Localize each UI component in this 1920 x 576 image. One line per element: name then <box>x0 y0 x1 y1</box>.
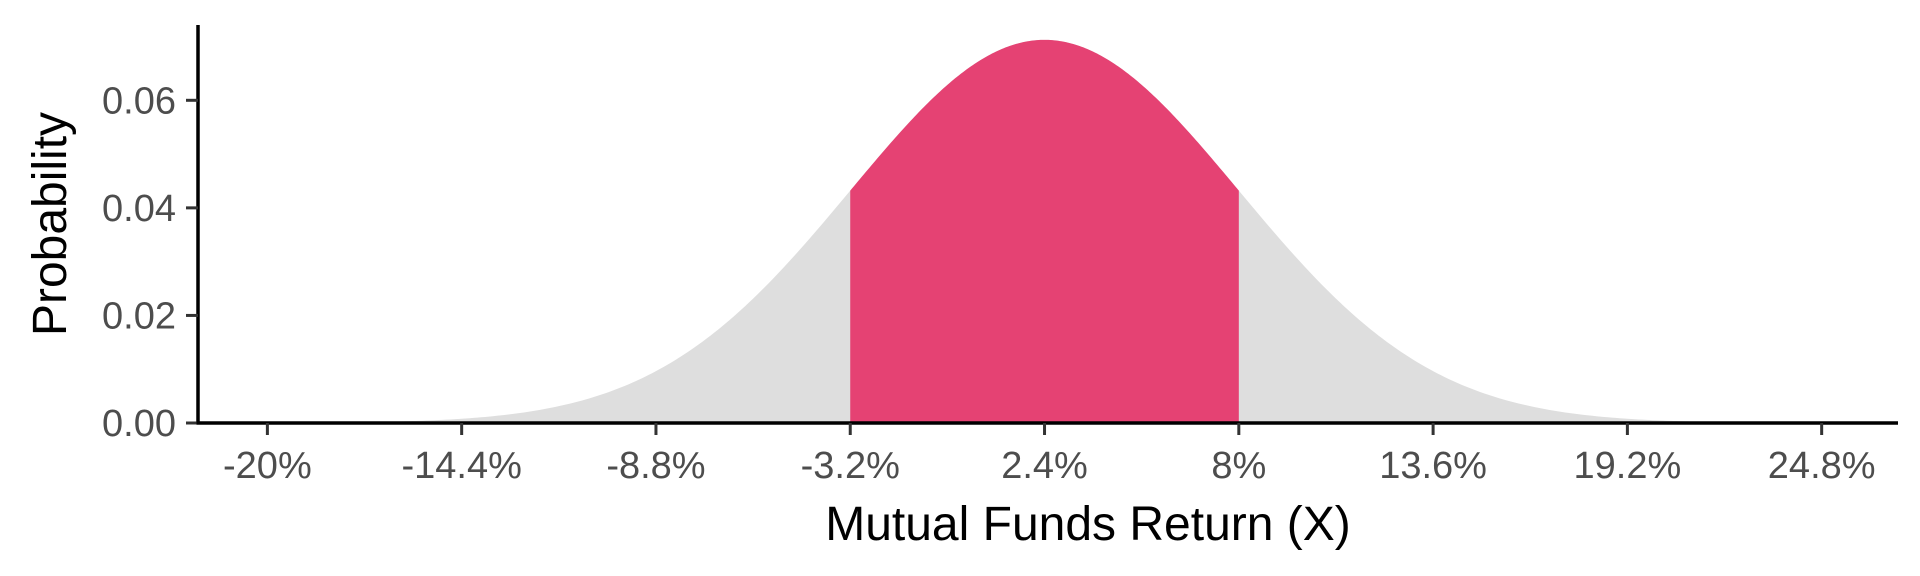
x-tick-label: 24.8% <box>1768 445 1876 487</box>
x-tick-label: 8% <box>1211 445 1266 487</box>
y-tick-label: 0.04 <box>102 188 176 230</box>
highlight-area <box>850 39 1239 423</box>
x-tick-label: 2.4% <box>1001 445 1088 487</box>
y-tick-label: 0.06 <box>102 80 176 122</box>
plot-area <box>267 39 1822 423</box>
y-tick-label: 0.02 <box>102 295 176 337</box>
x-tick-label: -3.2% <box>801 445 900 487</box>
x-tick-label: -20% <box>223 445 312 487</box>
x-tick-label: 13.6% <box>1379 445 1487 487</box>
y-axis-title: Probability <box>24 112 77 336</box>
x-axis-title: Mutual Funds Return (X) <box>825 498 1351 551</box>
y-axis: 0.00 0.02 0.04 0.06 <box>102 25 200 445</box>
x-tick-label: 19.2% <box>1574 445 1682 487</box>
y-tick-label: 0.00 <box>102 403 176 445</box>
x-tick-label: -8.8% <box>606 445 705 487</box>
x-axis: -20% -14.4% -8.8% -3.2% 2.4% 8% 13.6% 19.2% 24.8… <box>196 421 1898 487</box>
x-tick-label: -14.4% <box>401 445 521 487</box>
